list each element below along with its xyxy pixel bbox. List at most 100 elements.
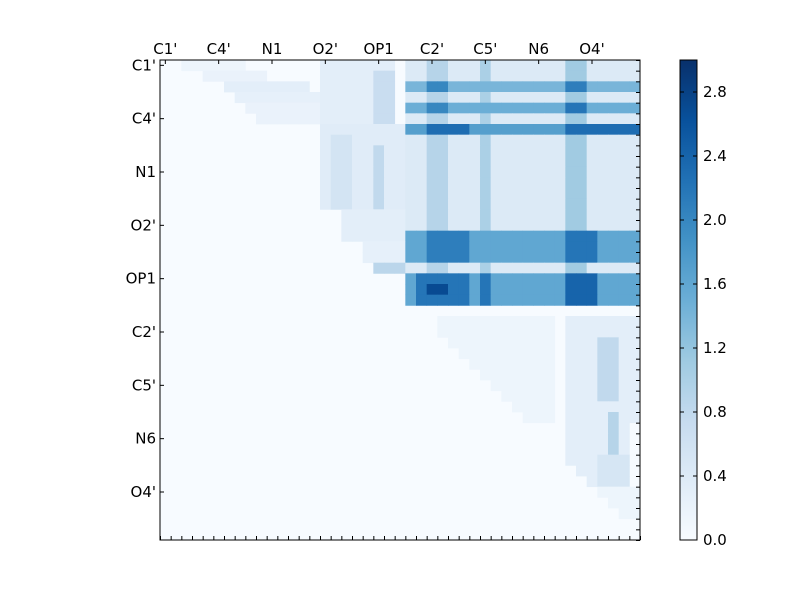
heatmap-cell [448, 177, 460, 189]
heatmap-cell [256, 113, 268, 125]
heatmap-cell [373, 230, 385, 242]
y-tick-label: N6 [135, 430, 156, 448]
heatmap-cell [373, 177, 385, 189]
heatmap-cell [426, 92, 438, 104]
heatmap-cell [533, 113, 545, 125]
heatmap-cell [554, 92, 566, 104]
heatmap-cell [394, 156, 406, 168]
heatmap-cell [490, 188, 502, 200]
heatmap-cell [544, 81, 556, 93]
heatmap-cell [341, 70, 353, 82]
heatmap-cell [522, 113, 534, 125]
heatmap-cell [352, 166, 364, 178]
heatmap-cell [618, 113, 630, 125]
heatmap-cell [384, 252, 396, 264]
heatmap-cell [480, 177, 492, 189]
heatmap-cell [490, 102, 502, 114]
heatmap-cell [448, 81, 460, 93]
heatmap-cell [618, 486, 630, 498]
heatmap-cell [384, 60, 396, 72]
heatmap-cell [405, 145, 417, 157]
heatmap-cell [458, 188, 470, 200]
heatmap-cell [533, 188, 545, 200]
heatmap-cell [586, 166, 598, 178]
heatmap-cell [330, 156, 342, 168]
heatmap-cell [501, 220, 513, 232]
heatmap-cell [618, 497, 630, 509]
heatmap-cell [512, 166, 524, 178]
heatmap-cell [576, 390, 588, 402]
heatmap-cell [469, 262, 481, 274]
heatmap-cell [405, 60, 417, 72]
heatmap-cell [512, 124, 524, 136]
heatmap-cell [544, 294, 556, 306]
heatmap-cell [597, 241, 609, 253]
heatmap-cell [512, 369, 524, 381]
heatmap-cell [501, 273, 513, 285]
heatmap-cell [618, 70, 630, 82]
axis-ticks [160, 60, 641, 541]
heatmap-cell [565, 188, 577, 200]
heatmap-cell [469, 273, 481, 285]
heatmap-cell [416, 113, 428, 125]
heatmap-cell [448, 113, 460, 125]
heatmap-cell [416, 294, 428, 306]
heatmap-cell [480, 316, 492, 328]
heatmap-cell [576, 294, 588, 306]
heatmap-cell [426, 294, 438, 306]
heatmap-cell [405, 134, 417, 146]
colorbar-tick-label: 2.4 [703, 147, 727, 165]
heatmap-cell [362, 70, 374, 82]
heatmap-cell [618, 358, 630, 370]
heatmap-cell [394, 177, 406, 189]
heatmap-cell [480, 134, 492, 146]
heatmap-cell [352, 102, 364, 114]
heatmap-cell [597, 273, 609, 285]
heatmap-cell [576, 412, 588, 424]
heatmap-cell [608, 134, 620, 146]
heatmap-cell [597, 284, 609, 296]
heatmap-cell [426, 241, 438, 253]
heatmap-cell [490, 220, 502, 232]
heatmap-cell [597, 369, 609, 381]
heatmap-cell [416, 198, 428, 210]
heatmap-cell [544, 401, 556, 413]
heatmap-cell [565, 102, 577, 114]
heatmap-cell [469, 70, 481, 82]
heatmap-cell [608, 465, 620, 477]
heatmap-cell [490, 145, 502, 157]
heatmap-cell [533, 60, 545, 72]
heatmap-cell [501, 145, 513, 157]
heatmap-cell [256, 102, 268, 114]
y-tick-label: C1' [132, 56, 156, 74]
x-tick-label: O4' [579, 40, 604, 58]
heatmap-cell [266, 81, 278, 93]
heatmap-cell [352, 145, 364, 157]
heatmap-cell [618, 412, 630, 424]
axis-tick-labels: C1' C4' N1 O2' OP1 C2' C5' N6 O4' C1' C4' N1 O2' OP1 C… [126, 40, 605, 501]
heatmap-cell [586, 454, 598, 466]
heatmap-cell [629, 262, 641, 274]
heatmap-cell [544, 220, 556, 232]
heatmap-cell [586, 326, 598, 338]
heatmap-cell [544, 326, 556, 338]
heatmap-cell [469, 337, 481, 349]
heatmap-cell [586, 380, 598, 392]
heatmap-cell [341, 81, 353, 93]
heatmap-cell [373, 188, 385, 200]
heatmap-cell [448, 326, 460, 338]
heatmap-cell [608, 188, 620, 200]
heatmap-cell [320, 102, 332, 114]
heatmap-cell [576, 358, 588, 370]
heatmap-cell [522, 358, 534, 370]
heatmap-cell [362, 198, 374, 210]
heatmap-cell [565, 273, 577, 285]
y-tick-label: N1 [135, 163, 156, 181]
heatmap-cell [448, 134, 460, 146]
heatmap-cell [458, 241, 470, 253]
heatmap-cell [629, 134, 641, 146]
heatmap-cell [501, 337, 513, 349]
heatmap-cell [522, 316, 534, 328]
heatmap-cell [565, 433, 577, 445]
heatmap-cell [608, 401, 620, 413]
